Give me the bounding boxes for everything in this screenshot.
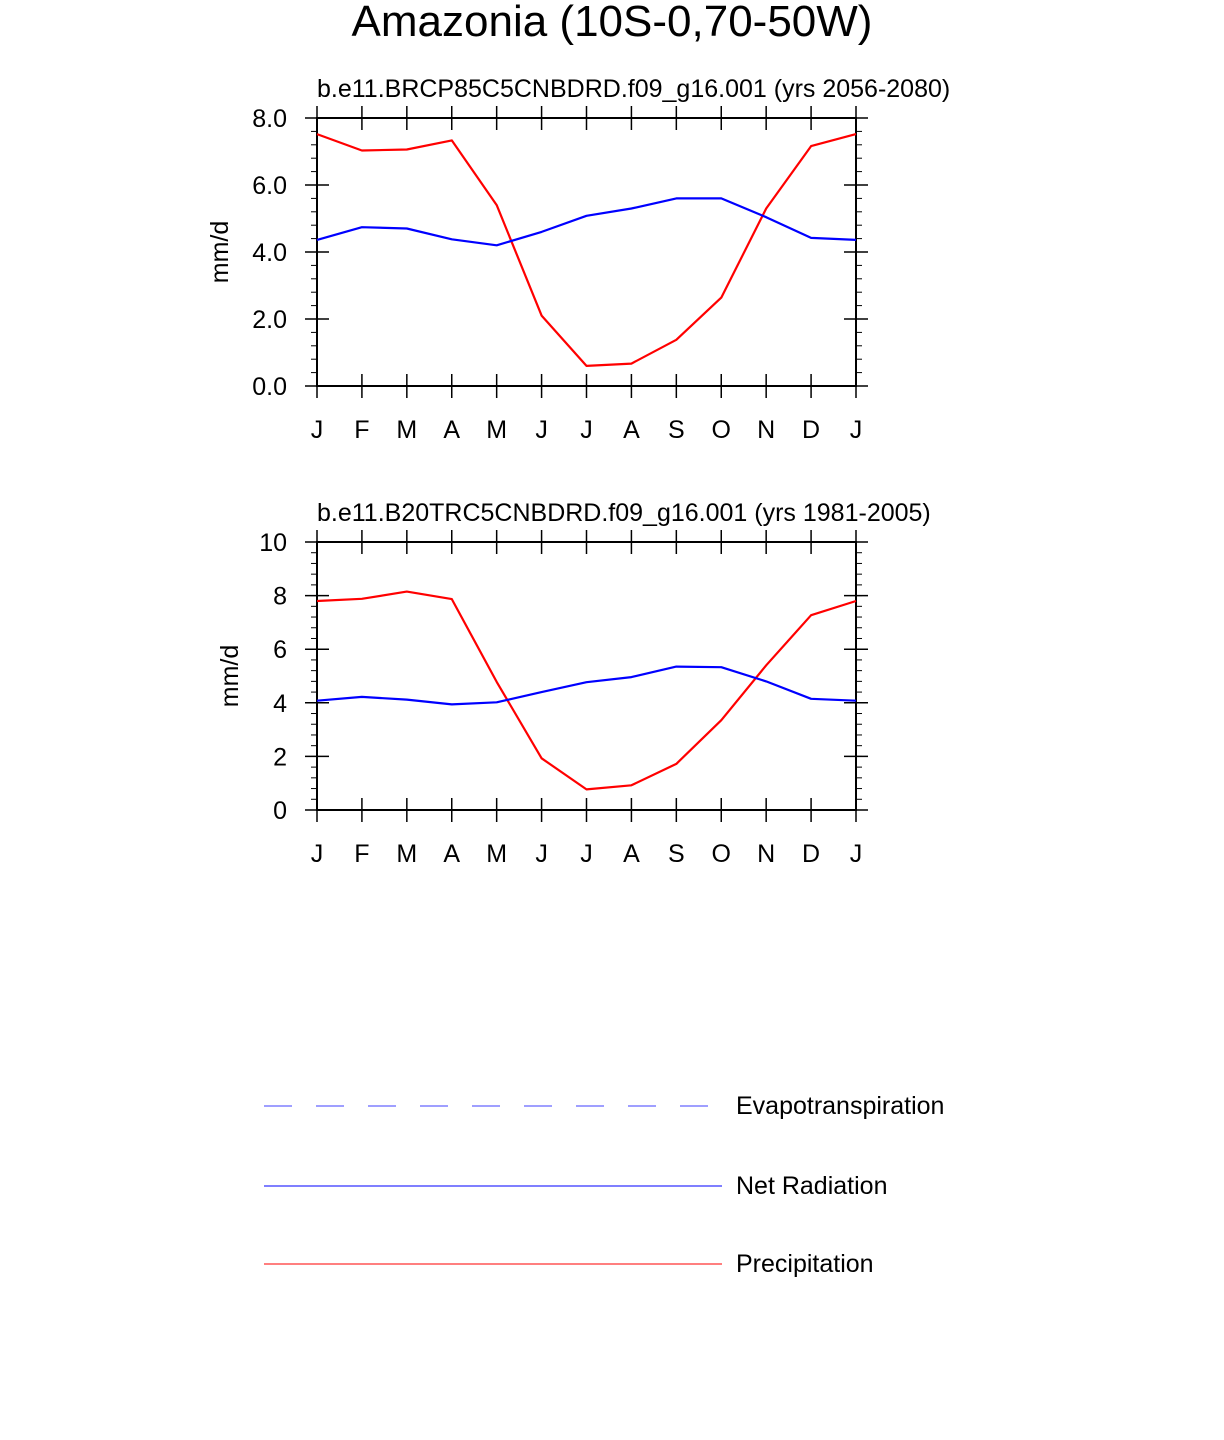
plot-frame	[316, 541, 857, 811]
panel-top: b.e11.BRCP85C5CNBDRD.f09_g16.001 (yrs 20…	[206, 75, 950, 444]
x-tick-label: J	[311, 840, 324, 868]
y-tick-label: 4.0	[252, 239, 287, 267]
x-tick-label: S	[668, 416, 685, 444]
x-tick-label: M	[486, 416, 507, 444]
x-tick-label: M	[486, 840, 507, 868]
plot-frame	[316, 117, 857, 387]
y-tick-label: 8	[273, 583, 287, 611]
x-tick-label: J	[311, 416, 324, 444]
y-tick-label: 6	[273, 636, 287, 664]
x-tick-label: M	[396, 416, 417, 444]
x-tick-label: A	[623, 840, 640, 868]
x-tick-label: J	[535, 840, 548, 868]
x-tick-label: A	[623, 416, 640, 444]
x-tick-label: F	[354, 840, 369, 868]
y-tick-label: 6.0	[252, 172, 287, 200]
series-line-precipitation	[316, 133, 857, 367]
legend-label: Net Radiation	[736, 1172, 887, 1200]
x-tick-label: N	[757, 840, 775, 868]
x-tick-label: M	[396, 840, 417, 868]
y-tick-label: 2	[273, 743, 287, 771]
x-tick-label: D	[802, 840, 820, 868]
legend: Evapotranspiration Net Radiation Precipita…	[264, 1092, 944, 1278]
y-axis-label: mm/d	[216, 645, 244, 708]
x-tick-label: J	[535, 416, 548, 444]
panel-subtitle: b.e11.BRCP85C5CNBDRD.f09_g16.001 (yrs 20…	[317, 75, 950, 103]
legend-label: Precipitation	[736, 1250, 874, 1278]
y-tick-label: 4	[273, 690, 287, 718]
x-tick-label: O	[712, 416, 731, 444]
x-tick-label: S	[668, 840, 685, 868]
x-tick-label: A	[443, 416, 460, 444]
x-tick-label: F	[354, 416, 369, 444]
y-tick-label: 10	[259, 529, 287, 557]
series-line-precipitation	[316, 590, 857, 791]
page-title: Amazonia (10S-0,70-50W)	[351, 0, 873, 46]
y-tick-label: 0	[273, 797, 287, 825]
x-tick-label: J	[850, 416, 863, 444]
y-tick-label: 0.0	[252, 373, 287, 401]
x-tick-label: D	[802, 416, 820, 444]
y-axis-label: mm/d	[206, 221, 234, 284]
legend-label: Evapotranspiration	[736, 1092, 944, 1120]
series-line-net-radiation	[316, 665, 857, 706]
x-tick-label: O	[712, 840, 731, 868]
y-tick-label: 2.0	[252, 306, 287, 334]
x-tick-label: J	[580, 840, 593, 868]
panel-bottom: b.e11.B20TRC5CNBDRD.f09_g16.001 (yrs 198…	[216, 499, 931, 868]
x-tick-label: N	[757, 416, 775, 444]
series-line-net-radiation	[316, 197, 857, 247]
panel-subtitle: b.e11.B20TRC5CNBDRD.f09_g16.001 (yrs 198…	[317, 499, 931, 527]
x-tick-label: J	[580, 416, 593, 444]
x-tick-label: J	[850, 840, 863, 868]
y-tick-label: 8.0	[252, 105, 287, 133]
x-tick-label: A	[443, 840, 460, 868]
